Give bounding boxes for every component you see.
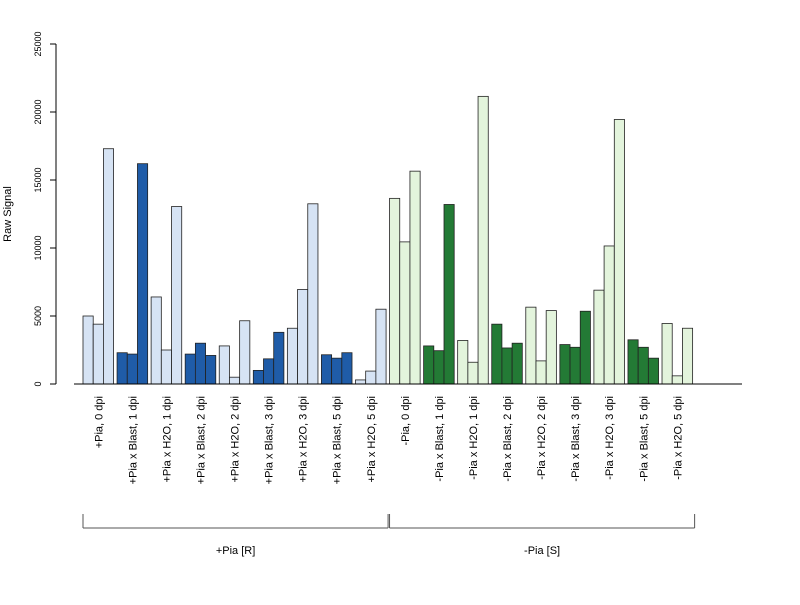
bar	[661, 323, 673, 385]
y-tick-label: 0	[33, 381, 43, 386]
bar	[477, 95, 489, 385]
bracket-label: +Pia [R]	[216, 545, 255, 557]
bar	[205, 355, 217, 385]
bar	[171, 206, 183, 385]
bracket-label: -Pia [S]	[524, 545, 560, 557]
bar	[126, 353, 138, 385]
y-tick-label: 25000	[33, 31, 43, 56]
bar	[501, 347, 513, 385]
bar	[365, 370, 377, 385]
bar	[263, 358, 275, 385]
bar	[252, 369, 264, 385]
y-tick-label: 10000	[33, 235, 43, 260]
bar	[375, 308, 387, 385]
bar	[150, 296, 162, 385]
bar	[593, 289, 605, 385]
x-tick-label: +Pia x Blast, 2 dpi	[195, 396, 207, 484]
bar	[613, 119, 625, 385]
x-tick-label: +Pia x H2O, 5 dpi	[366, 396, 378, 483]
bar	[682, 327, 694, 385]
bar	[647, 357, 659, 385]
bar	[331, 357, 343, 385]
bar	[399, 241, 411, 385]
bar	[92, 323, 104, 385]
bar	[389, 197, 401, 385]
bar	[137, 163, 149, 385]
x-tick-label: +Pia x Blast, 1 dpi	[127, 396, 139, 484]
bar	[218, 345, 230, 385]
bar	[525, 306, 537, 385]
bar	[229, 376, 241, 385]
bar	[559, 344, 571, 385]
bar	[409, 170, 421, 385]
bar	[579, 310, 591, 385]
x-tick-label: -Pia x Blast, 5 dpi	[638, 396, 650, 482]
bar	[116, 352, 128, 385]
bar	[569, 346, 581, 385]
bar	[627, 339, 639, 385]
bar	[160, 349, 172, 385]
bar	[82, 315, 94, 385]
bar	[457, 340, 469, 385]
bar	[671, 375, 683, 385]
bar	[511, 342, 523, 385]
bar	[423, 345, 435, 385]
group-brackets: +Pia [R] -Pia [S]	[82, 514, 696, 557]
bar	[467, 361, 479, 385]
y-axis-label: Raw Signal	[2, 186, 14, 242]
x-tick-label: -Pia x H2O, 2 dpi	[536, 396, 548, 480]
x-tick-label: -Pia x Blast, 3 dpi	[570, 396, 582, 482]
bar	[297, 289, 309, 385]
bar	[603, 245, 615, 385]
bar	[239, 320, 251, 385]
x-tick-label: +Pia x H2O, 2 dpi	[230, 396, 242, 483]
y-tick-label: 15000	[33, 167, 43, 192]
x-tick-label: +Pia x Blast, 3 dpi	[264, 396, 276, 484]
x-tick-label: -Pia x Blast, 1 dpi	[434, 396, 446, 482]
bar	[491, 323, 503, 385]
x-tick-label: +Pia x H2O, 1 dpi	[161, 396, 173, 483]
bar	[355, 379, 367, 385]
bar	[535, 360, 547, 385]
x-tick-label: -Pia, 0 dpi	[400, 396, 412, 446]
x-tick-label: +Pia x Blast, 5 dpi	[332, 396, 344, 484]
bar	[307, 203, 319, 385]
bars	[82, 95, 694, 385]
bar	[443, 204, 455, 385]
x-tick-label: -Pia x H2O, 3 dpi	[604, 396, 616, 480]
bar	[194, 342, 206, 385]
bar	[545, 310, 557, 385]
bar	[184, 353, 196, 385]
x-tick-label: -Pia x H2O, 5 dpi	[672, 396, 684, 480]
x-tick-label: -Pia x Blast, 2 dpi	[502, 396, 514, 482]
bar	[286, 327, 298, 385]
y-tick-label: 5000	[33, 306, 43, 326]
bar	[103, 148, 115, 385]
bar	[433, 350, 445, 385]
y-axis: 0 5000 10000 15000 20000 25000	[33, 31, 57, 387]
x-tick-label: +Pia x H2O, 3 dpi	[298, 396, 310, 483]
bar	[321, 354, 333, 385]
bar	[637, 346, 649, 385]
bar	[341, 352, 353, 385]
y-tick-label: 20000	[33, 99, 43, 124]
x-tick-label: +Pia, 0 dpi	[93, 396, 105, 448]
bar	[273, 331, 285, 385]
x-tick-labels: +Pia, 0 dpi +Pia x Blast, 1 dpi +Pia x H2O…	[93, 396, 684, 484]
x-tick-label: -Pia x H2O, 1 dpi	[468, 396, 480, 480]
